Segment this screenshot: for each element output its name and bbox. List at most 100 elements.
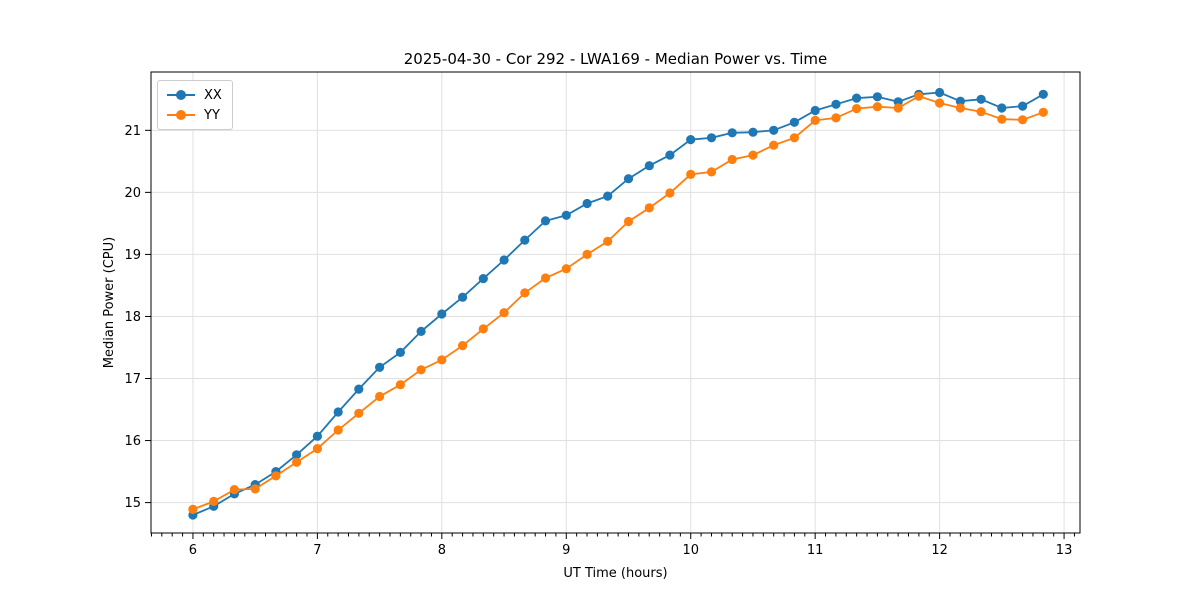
data-point-YY	[292, 457, 302, 467]
legend-label-yy: YY	[204, 107, 220, 123]
data-point-YY	[769, 140, 779, 150]
x-tick-label: 7	[313, 543, 321, 558]
data-point-XX	[478, 274, 488, 284]
data-point-YY	[354, 408, 364, 418]
data-point-XX	[582, 198, 592, 209]
chart-title: 2025-04-30 - Cor 292 - LWA169 - Median P…	[403, 50, 828, 68]
data-point-YY	[810, 115, 820, 125]
data-point-YY	[997, 114, 1007, 124]
data-point-YY	[582, 249, 592, 259]
y-tick-label: 21	[124, 124, 141, 139]
x-axis-label: UT Time (hours)	[563, 566, 668, 581]
x-tick-label: 10	[682, 543, 699, 558]
data-point-YY	[375, 391, 385, 402]
data-point-XX	[416, 326, 426, 336]
data-point-YY	[935, 98, 945, 108]
data-point-YY	[416, 365, 426, 375]
y-tick-label: 15	[124, 496, 141, 511]
data-point-YY	[437, 355, 447, 365]
x-tick-label: 13	[1056, 543, 1073, 558]
data-point-YY	[706, 167, 717, 177]
data-point-XX	[769, 125, 779, 135]
data-point-YY	[229, 485, 239, 495]
data-point-XX	[520, 235, 530, 245]
legend: XX YY	[157, 80, 233, 130]
legend-item-xx: XX	[166, 85, 222, 105]
data-point-XX	[748, 127, 758, 137]
data-point-YY	[789, 133, 800, 143]
data-point-YY	[893, 103, 903, 113]
data-point-XX	[789, 117, 800, 127]
x-tick-label: 11	[807, 543, 824, 558]
data-point-YY	[872, 102, 883, 112]
data-point-YY	[727, 154, 737, 165]
y-tick-label: 18	[124, 310, 141, 325]
data-point-XX	[312, 431, 322, 441]
tick-labels: 6 7 8 9 10 11 12 13 15 16 17 18 19 20 21	[124, 124, 1072, 558]
data-point-XX	[955, 96, 966, 106]
data-point-YY	[312, 444, 322, 454]
data-point-YY	[271, 471, 281, 481]
data-point-YY	[644, 203, 654, 213]
data-point-XX	[686, 135, 696, 145]
data-point-YY	[478, 324, 488, 334]
data-point-XX	[354, 384, 364, 394]
data-point-XX	[603, 191, 613, 201]
axis-ticks	[145, 129, 1075, 539]
gridlines	[151, 72, 1080, 533]
y-tick-label: 17	[124, 372, 141, 387]
data-point-YY	[458, 341, 468, 351]
legend-line-marker-icon	[167, 90, 195, 100]
x-tick-label: 8	[438, 543, 446, 558]
data-point-XX	[810, 105, 820, 116]
data-point-XX	[499, 255, 509, 265]
data-point-XX	[665, 150, 675, 160]
data-point-XX	[976, 94, 986, 104]
legend-item-yy: YY	[166, 105, 222, 125]
x-tick-label: 6	[189, 543, 197, 558]
data-point-YY	[1038, 107, 1048, 117]
data-point-YY	[561, 264, 571, 274]
y-tick-label: 16	[124, 434, 141, 449]
data-point-YY	[852, 104, 862, 114]
data-point-XX	[458, 292, 468, 302]
data-point-YY	[540, 273, 551, 283]
data-point-XX	[852, 93, 862, 103]
data-point-YY	[333, 425, 343, 435]
data-point-XX	[935, 87, 945, 98]
data-point-XX	[375, 362, 385, 372]
data-point-XX	[623, 174, 634, 184]
legend-line-marker-icon	[167, 110, 195, 120]
data-point-YY	[914, 91, 924, 101]
data-point-XX	[1038, 89, 1048, 99]
data-point-XX	[333, 407, 343, 417]
data-point-YY	[188, 504, 198, 514]
x-tick-label: 12	[931, 543, 948, 558]
data-point-YY	[976, 107, 986, 117]
data-point-YY	[395, 380, 405, 390]
data-point-XX	[437, 309, 447, 319]
data-point-XX	[292, 450, 302, 460]
data-point-XX	[540, 216, 551, 226]
data-point-YY	[748, 150, 758, 160]
data-point-XX	[997, 103, 1007, 113]
y-axis-label: Median Power (CPU)	[102, 236, 117, 369]
data-point-YY	[603, 236, 613, 246]
data-point-XX	[395, 347, 405, 357]
legend-label-xx: XX	[204, 87, 222, 103]
data-point-YY	[250, 484, 260, 494]
data-point-XX	[1018, 101, 1028, 111]
data-point-YY	[520, 288, 530, 298]
data-point-YY	[209, 496, 219, 506]
data-point-YY	[1018, 115, 1028, 125]
data-point-YY	[831, 113, 841, 123]
y-tick-label: 20	[124, 186, 141, 201]
data-point-XX	[561, 210, 571, 220]
axes-spines	[150, 71, 1081, 534]
data-point-YY	[623, 216, 634, 227]
data-point-YY	[686, 169, 696, 179]
data-point-YY	[499, 308, 509, 318]
data-point-XX	[727, 128, 737, 138]
